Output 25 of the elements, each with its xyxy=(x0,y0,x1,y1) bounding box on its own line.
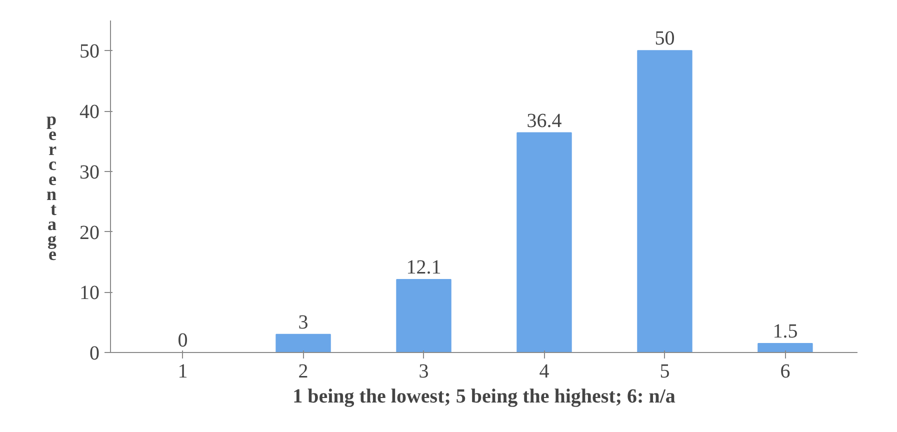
data-label: 0 xyxy=(178,330,188,352)
bar xyxy=(758,342,813,352)
data-label: 3 xyxy=(298,311,308,334)
y-tick-label: 30 xyxy=(80,161,100,184)
y-tick-label: 50 xyxy=(80,40,100,63)
bar xyxy=(396,278,452,352)
bar xyxy=(516,132,572,352)
bar xyxy=(276,334,331,352)
data-label: 36.4 xyxy=(526,110,562,132)
data-label: 1.5 xyxy=(772,320,798,342)
x-axis-title: 1 being the lowest; 5 being the highest; 6: n/a xyxy=(292,386,676,408)
data-label: 12.1 xyxy=(406,256,442,278)
x-tick-label: 1 xyxy=(178,360,188,382)
y-tick-label: 0 xyxy=(90,342,100,364)
y-tick-label: 40 xyxy=(80,101,100,124)
x-tick-label: 6 xyxy=(780,360,790,382)
text: percentage xyxy=(46,109,57,264)
y-tick-label: 20 xyxy=(80,222,100,244)
bar xyxy=(637,50,692,352)
x-tick-label: 4 xyxy=(539,360,550,382)
x-tick-label: 5 xyxy=(660,360,670,382)
y-tick-label: 10 xyxy=(80,282,100,304)
x-tick-label: 2 xyxy=(298,360,308,382)
data-label: 50 xyxy=(654,28,675,50)
x-tick-label: 3 xyxy=(418,360,429,382)
